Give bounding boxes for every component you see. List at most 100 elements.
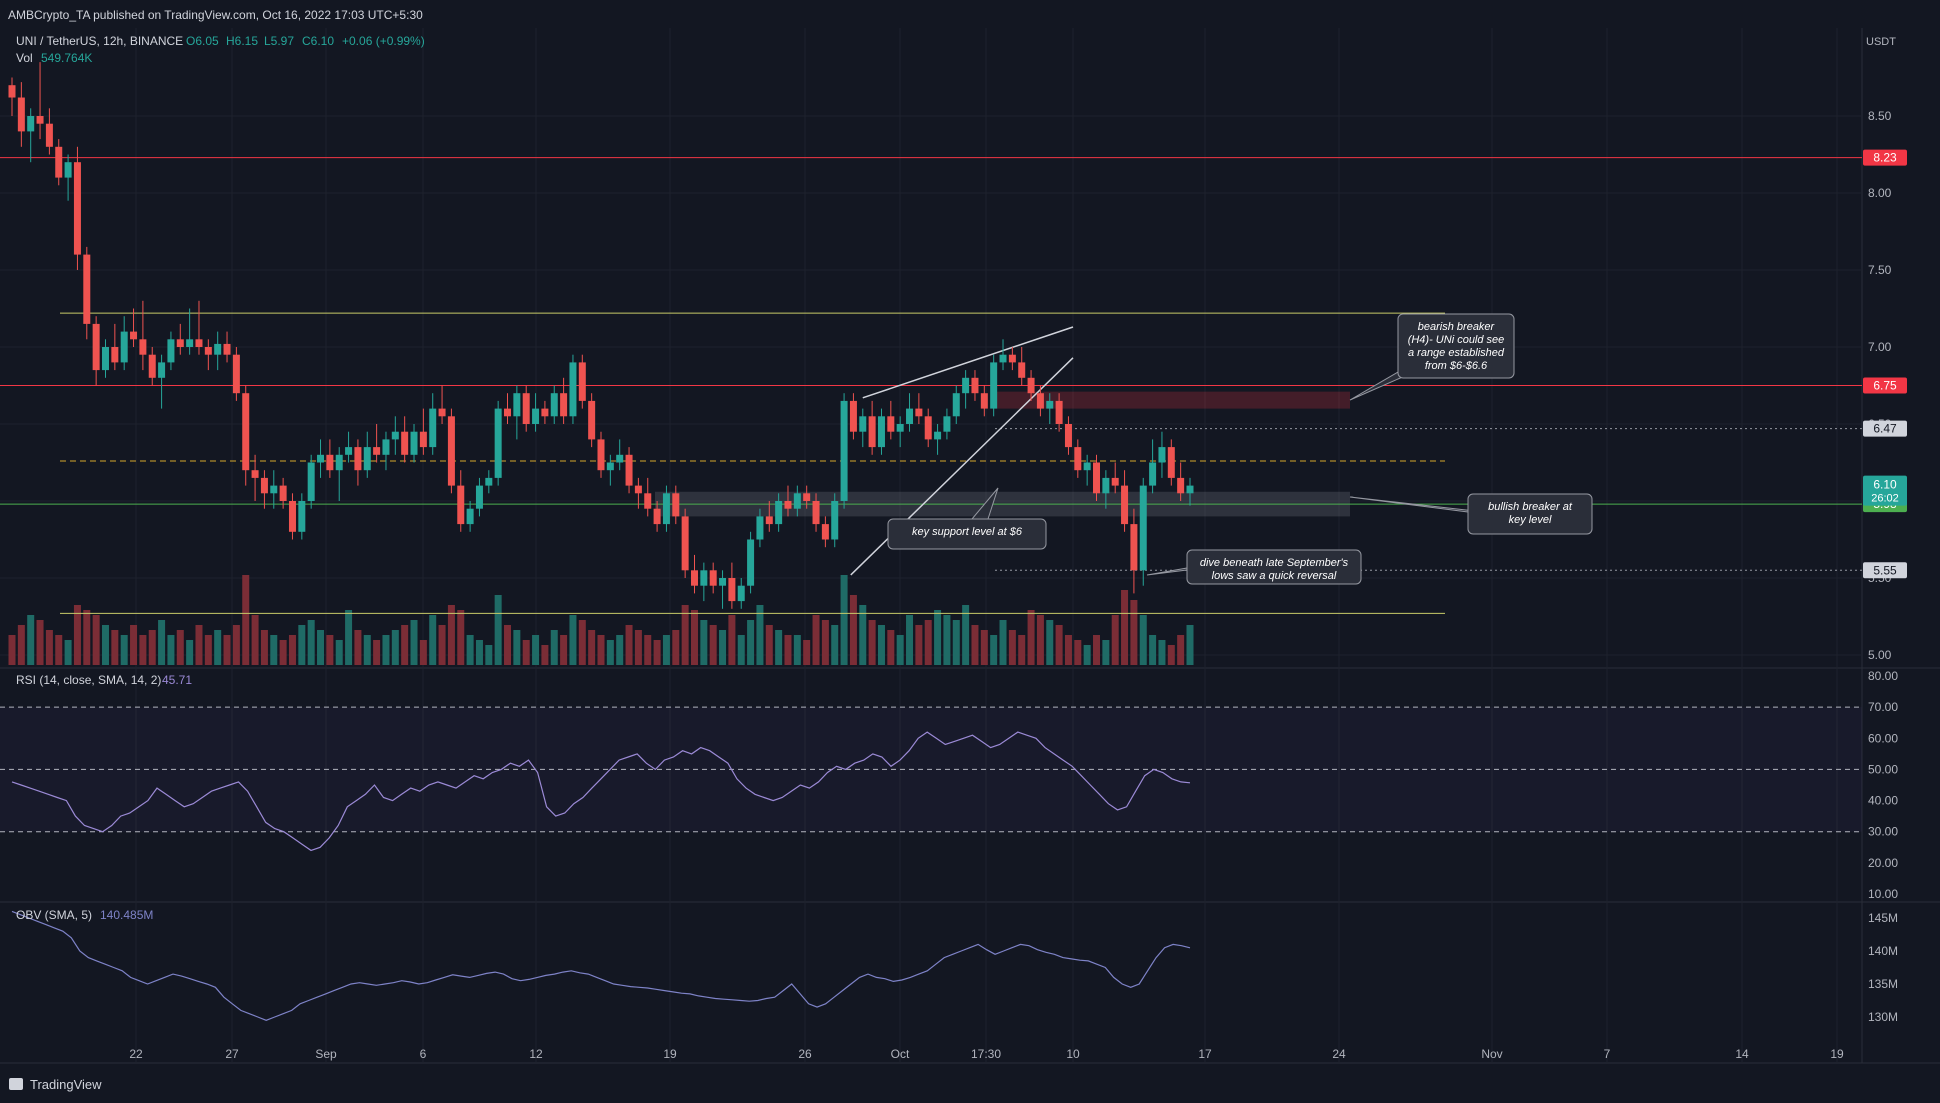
x-tick-label: 26 xyxy=(798,1047,812,1061)
volume-bar xyxy=(728,615,736,665)
candle-body xyxy=(326,454,334,471)
volume-bar xyxy=(1083,645,1091,665)
rsi-line xyxy=(11,731,1191,852)
candle xyxy=(410,424,418,463)
candle xyxy=(719,570,727,609)
candle-body xyxy=(597,439,605,471)
candle xyxy=(260,470,268,509)
candle-body xyxy=(8,85,16,98)
candle-body xyxy=(887,416,895,432)
candle-body xyxy=(214,343,222,355)
candle-body xyxy=(288,501,296,532)
candle-body xyxy=(27,116,35,132)
candle xyxy=(737,578,745,609)
candle-body xyxy=(1008,354,1016,363)
candle xyxy=(1158,431,1166,478)
current-price-badge xyxy=(1863,475,1907,506)
volume-bar xyxy=(1177,635,1185,665)
candle-body xyxy=(625,454,633,486)
level-label-bg xyxy=(1863,562,1907,579)
tradingview-logo[interactable]: TradingView xyxy=(9,1077,102,1092)
candle-body xyxy=(840,400,848,501)
obv-y-tick-label: 145M xyxy=(1868,911,1898,925)
volume-bar xyxy=(690,610,698,665)
candle-body xyxy=(700,570,708,586)
volume-bar xyxy=(354,630,362,665)
candle-body xyxy=(588,400,596,440)
volume-bar xyxy=(475,640,483,665)
x-tick-label: Sep xyxy=(315,1047,337,1061)
candle-body xyxy=(990,362,998,409)
candle xyxy=(681,508,689,578)
volume-bar xyxy=(326,635,334,665)
volume-bar xyxy=(251,615,259,665)
candle-body xyxy=(176,339,184,347)
ohlc-low: L5.97 xyxy=(264,34,294,48)
tradingview-logo-text: TradingView xyxy=(30,1077,102,1092)
callout-line: from $6-$6.6 xyxy=(1425,360,1488,372)
volume-bar xyxy=(625,625,633,665)
candle xyxy=(653,501,661,532)
candle-body xyxy=(1130,524,1138,571)
volume-bar xyxy=(952,620,960,665)
candle xyxy=(214,331,222,371)
volume-bar xyxy=(504,625,512,665)
candle xyxy=(728,562,736,609)
ohlc-change: +0.06 (+0.99%) xyxy=(342,34,425,48)
volume-bar xyxy=(784,635,792,665)
candle-body xyxy=(793,493,801,509)
rsi-y-tick-label: 70.00 xyxy=(1868,700,1898,714)
rsi-y-tick-label: 30.00 xyxy=(1868,825,1898,839)
candle xyxy=(513,385,521,440)
candle xyxy=(242,385,250,486)
volume-bar xyxy=(924,620,932,665)
level-label: 5.55 xyxy=(1873,563,1897,577)
candle xyxy=(158,354,166,409)
candle-body xyxy=(242,393,250,471)
candle-body xyxy=(317,454,325,463)
candle xyxy=(354,439,362,486)
candle-body xyxy=(130,331,138,340)
volume-bar xyxy=(859,605,867,665)
volume-bar xyxy=(644,635,652,665)
rsi-last-value: 45.71 xyxy=(162,673,192,687)
candle xyxy=(335,447,343,501)
candle xyxy=(588,393,596,448)
candle-body xyxy=(821,524,829,540)
candle-body xyxy=(139,339,147,355)
candle-body xyxy=(186,339,194,347)
candle xyxy=(625,447,633,494)
candle xyxy=(438,385,446,424)
candle-body xyxy=(784,501,792,509)
symbol-title[interactable]: UNI / TetherUS, 12h, BINANCE xyxy=(16,34,183,48)
candle xyxy=(690,554,698,594)
volume-bar xyxy=(270,635,278,665)
candle xyxy=(1130,508,1138,594)
candle xyxy=(429,393,437,455)
candle xyxy=(634,477,642,509)
rsi-title: RSI (14, close, SMA, 14, 2) xyxy=(16,673,161,687)
candle-body xyxy=(438,408,446,417)
callout-pointer xyxy=(1349,496,1485,513)
callout-line: key level xyxy=(1509,514,1552,526)
candle-body xyxy=(915,408,923,417)
candle-body xyxy=(457,485,465,525)
volume-bar xyxy=(606,640,614,665)
callout-line: bearish breaker xyxy=(1418,321,1496,333)
volume-bar xyxy=(373,640,381,665)
level-label-bg xyxy=(1863,420,1907,437)
candle-body xyxy=(223,343,231,355)
volume-bar xyxy=(158,620,166,665)
candle-body xyxy=(934,431,942,440)
time-axis: 22 27 Sep 6 12 19 26 Oct 17:30 10 17 24 Nov 7 14 19 xyxy=(129,1047,1844,1061)
candle-body xyxy=(578,362,586,401)
candle xyxy=(709,562,717,594)
candle-body xyxy=(569,362,577,417)
x-tick-label: 6 xyxy=(420,1047,427,1061)
candle xyxy=(1055,393,1063,432)
candle xyxy=(1149,439,1157,494)
candle xyxy=(578,354,586,409)
volume-bar xyxy=(821,620,829,665)
candle-body xyxy=(672,493,680,517)
volume-bar xyxy=(92,615,100,665)
